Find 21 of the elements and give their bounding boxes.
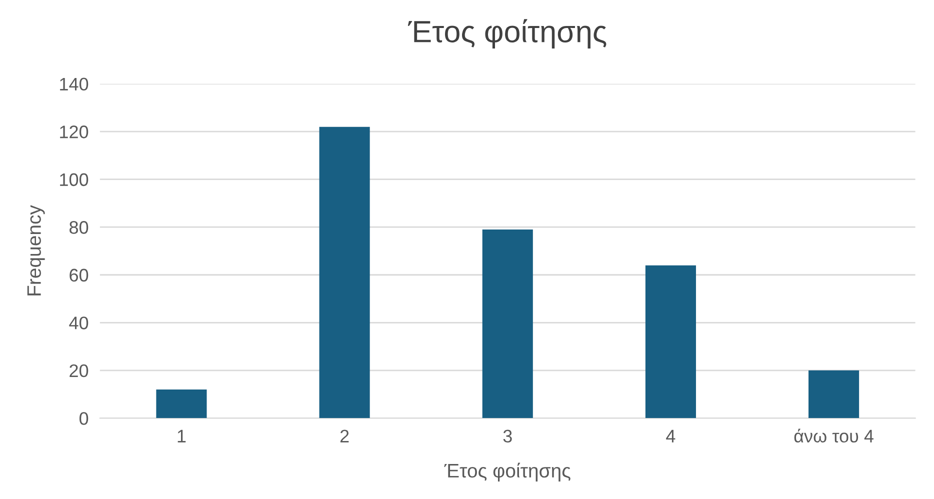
y-tick-label: 20 bbox=[70, 364, 88, 378]
bar bbox=[482, 230, 533, 418]
y-tick-label: 0 bbox=[79, 412, 88, 425]
y-tick-label: 40 bbox=[69, 316, 88, 330]
x-tick-label: 3 bbox=[503, 430, 512, 443]
bar bbox=[808, 370, 860, 418]
x-tick-label: άνω του 4 bbox=[794, 428, 874, 443]
bar bbox=[156, 390, 207, 418]
y-axis-title: Frequency bbox=[27, 205, 45, 296]
bar bbox=[645, 265, 696, 418]
chart-title: Έτος φοίτησης bbox=[408, 19, 606, 49]
y-tick-label: 140 bbox=[60, 78, 88, 91]
bar bbox=[319, 126, 370, 418]
x-tick-label: 2 bbox=[340, 430, 349, 442]
y-tick-label: 100 bbox=[60, 173, 88, 186]
x-tick-label: 4 bbox=[666, 430, 676, 442]
x-tick-label: 1 bbox=[178, 430, 186, 442]
y-tick-label: 80 bbox=[70, 221, 88, 234]
y-tick-label: 60 bbox=[70, 268, 88, 282]
y-tick-label: 120 bbox=[60, 126, 88, 138]
x-axis-title: Έτος φοίτησης bbox=[444, 462, 570, 482]
